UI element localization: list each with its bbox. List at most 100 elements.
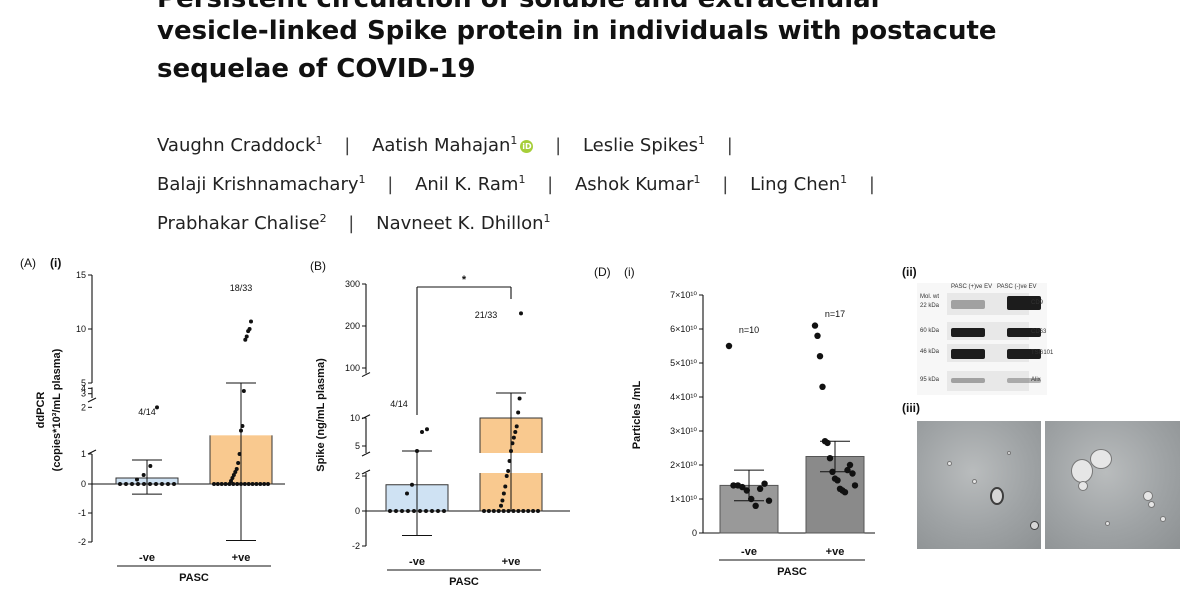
data-point <box>400 509 404 513</box>
data-point <box>234 467 239 471</box>
author-separator: | <box>344 135 351 156</box>
data-point <box>239 482 243 486</box>
data-point <box>236 461 241 465</box>
data-point <box>511 435 516 440</box>
data-point <box>730 482 737 489</box>
count-annotation: 21/33 <box>475 310 498 320</box>
wb-mw: 46 kDa <box>920 349 940 355</box>
data-point <box>761 480 768 487</box>
y-tick-label: 2 <box>355 471 360 481</box>
y-tick-label: 3×10¹⁰ <box>670 426 697 436</box>
count-annotation: n=10 <box>739 325 759 335</box>
em-image-left <box>917 421 1041 549</box>
data-point <box>516 509 521 513</box>
data-point <box>227 482 232 486</box>
x-category-label: +ve <box>826 546 845 558</box>
x-category-label: +ve <box>502 556 521 568</box>
data-point <box>526 509 531 513</box>
wb-marker: TSG101 <box>1031 350 1054 356</box>
data-point <box>507 459 512 463</box>
panel-label-a: (A) <box>20 256 36 270</box>
author[interactable]: Vaughn Craddock1 <box>157 134 323 156</box>
data-point <box>118 482 122 486</box>
data-point <box>233 470 238 474</box>
author[interactable]: Aatish Mahajan1 iD <box>372 134 534 156</box>
data-point <box>756 485 764 492</box>
author[interactable]: Balaji Krishnamachary1 <box>157 173 366 195</box>
author-separator: | <box>868 174 875 195</box>
data-point <box>231 482 236 486</box>
data-point <box>511 509 516 513</box>
data-point <box>811 322 819 329</box>
western-blot-image: PASC (+)ve EV PASC (-)ve EV Mol. wt 22 k… <box>917 283 1053 395</box>
data-point <box>243 337 248 342</box>
data-point <box>135 477 139 482</box>
wb-band <box>951 349 985 359</box>
count-annotation: 4/14 <box>390 399 408 409</box>
y-tick-label: 6×10¹⁰ <box>670 324 697 334</box>
wb-strip <box>947 371 1029 391</box>
author-name: Prabhakar Chalise <box>157 213 320 234</box>
data-point <box>521 509 526 513</box>
affiliation-mark: 1 <box>358 173 366 186</box>
axis-break-mark <box>87 397 97 403</box>
y-axis-units: (copies*10³/mL plasma) <box>51 348 63 471</box>
panel-label-ii: (ii) <box>902 265 917 279</box>
panel-label-d: (D) <box>594 265 611 279</box>
author[interactable]: Navneet K. Dhillon1 <box>376 212 551 234</box>
chart-a-ddpcr: -2 -1 0 1 2 345 10 15 -ve 4/14 +ve 18/33 PASC ddPCR (c… <box>35 270 285 584</box>
data-point <box>482 509 486 513</box>
data-point <box>834 477 841 484</box>
data-point <box>223 482 228 486</box>
data-point <box>514 424 519 429</box>
significance-star: * <box>462 274 467 286</box>
data-point <box>486 509 491 513</box>
particle <box>1160 516 1166 522</box>
affiliation-mark: 2 <box>319 212 327 225</box>
data-point <box>141 473 146 477</box>
data-point <box>415 449 419 453</box>
data-point <box>501 491 506 496</box>
author[interactable]: Ashok Kumar1 <box>575 173 701 195</box>
wb-marker: CD9 <box>1031 300 1044 306</box>
data-point <box>851 482 859 489</box>
data-point <box>510 441 515 446</box>
data-point <box>499 503 503 508</box>
orcid-icon[interactable]: iD <box>520 140 534 153</box>
data-point <box>849 470 856 477</box>
affiliation-mark: 1 <box>543 212 551 225</box>
data-point <box>239 428 243 433</box>
data-point <box>229 479 233 483</box>
count-annotation: 18/33 <box>230 283 253 293</box>
axis-break-mark <box>87 449 97 455</box>
chart-b-spike: -2 0 2 5 10 100 200 300 -ve 4/14 +ve 21/33 PASC * Spik… <box>315 274 570 588</box>
affiliation-mark: 1 <box>315 134 323 147</box>
data-point <box>504 474 509 478</box>
wb-band <box>951 378 985 383</box>
data-point <box>725 342 733 350</box>
particle <box>1078 481 1088 491</box>
wb-band <box>951 300 985 309</box>
data-point <box>501 509 506 513</box>
particle <box>1105 521 1110 526</box>
paper-title-line-3: sequelae of COVID-19 <box>157 54 476 84</box>
author[interactable]: Anil K. Ram1 <box>415 173 525 195</box>
y-tick-label: 2 <box>81 402 86 412</box>
author-name: Navneet K. Dhillon <box>376 213 544 234</box>
data-point <box>412 509 416 513</box>
data-point <box>406 509 410 513</box>
author[interactable]: Prabhakar Chalise2 <box>157 212 327 234</box>
x-category-label: -ve <box>139 552 155 564</box>
y-tick-label: -2 <box>352 541 360 551</box>
x-category-label: -ve <box>409 556 425 568</box>
data-point <box>424 509 428 513</box>
author[interactable]: Ling Chen1 <box>750 173 847 195</box>
data-point <box>254 482 259 486</box>
y-tick-label: 5×10¹⁰ <box>670 358 697 368</box>
author[interactable]: Leslie Spikes1 <box>583 134 705 156</box>
y-tick-label: 2×10¹⁰ <box>670 460 697 470</box>
wb-band <box>1007 378 1041 383</box>
wb-marker: CD63 <box>1031 329 1047 335</box>
data-point <box>844 466 851 474</box>
data-point <box>130 482 134 486</box>
